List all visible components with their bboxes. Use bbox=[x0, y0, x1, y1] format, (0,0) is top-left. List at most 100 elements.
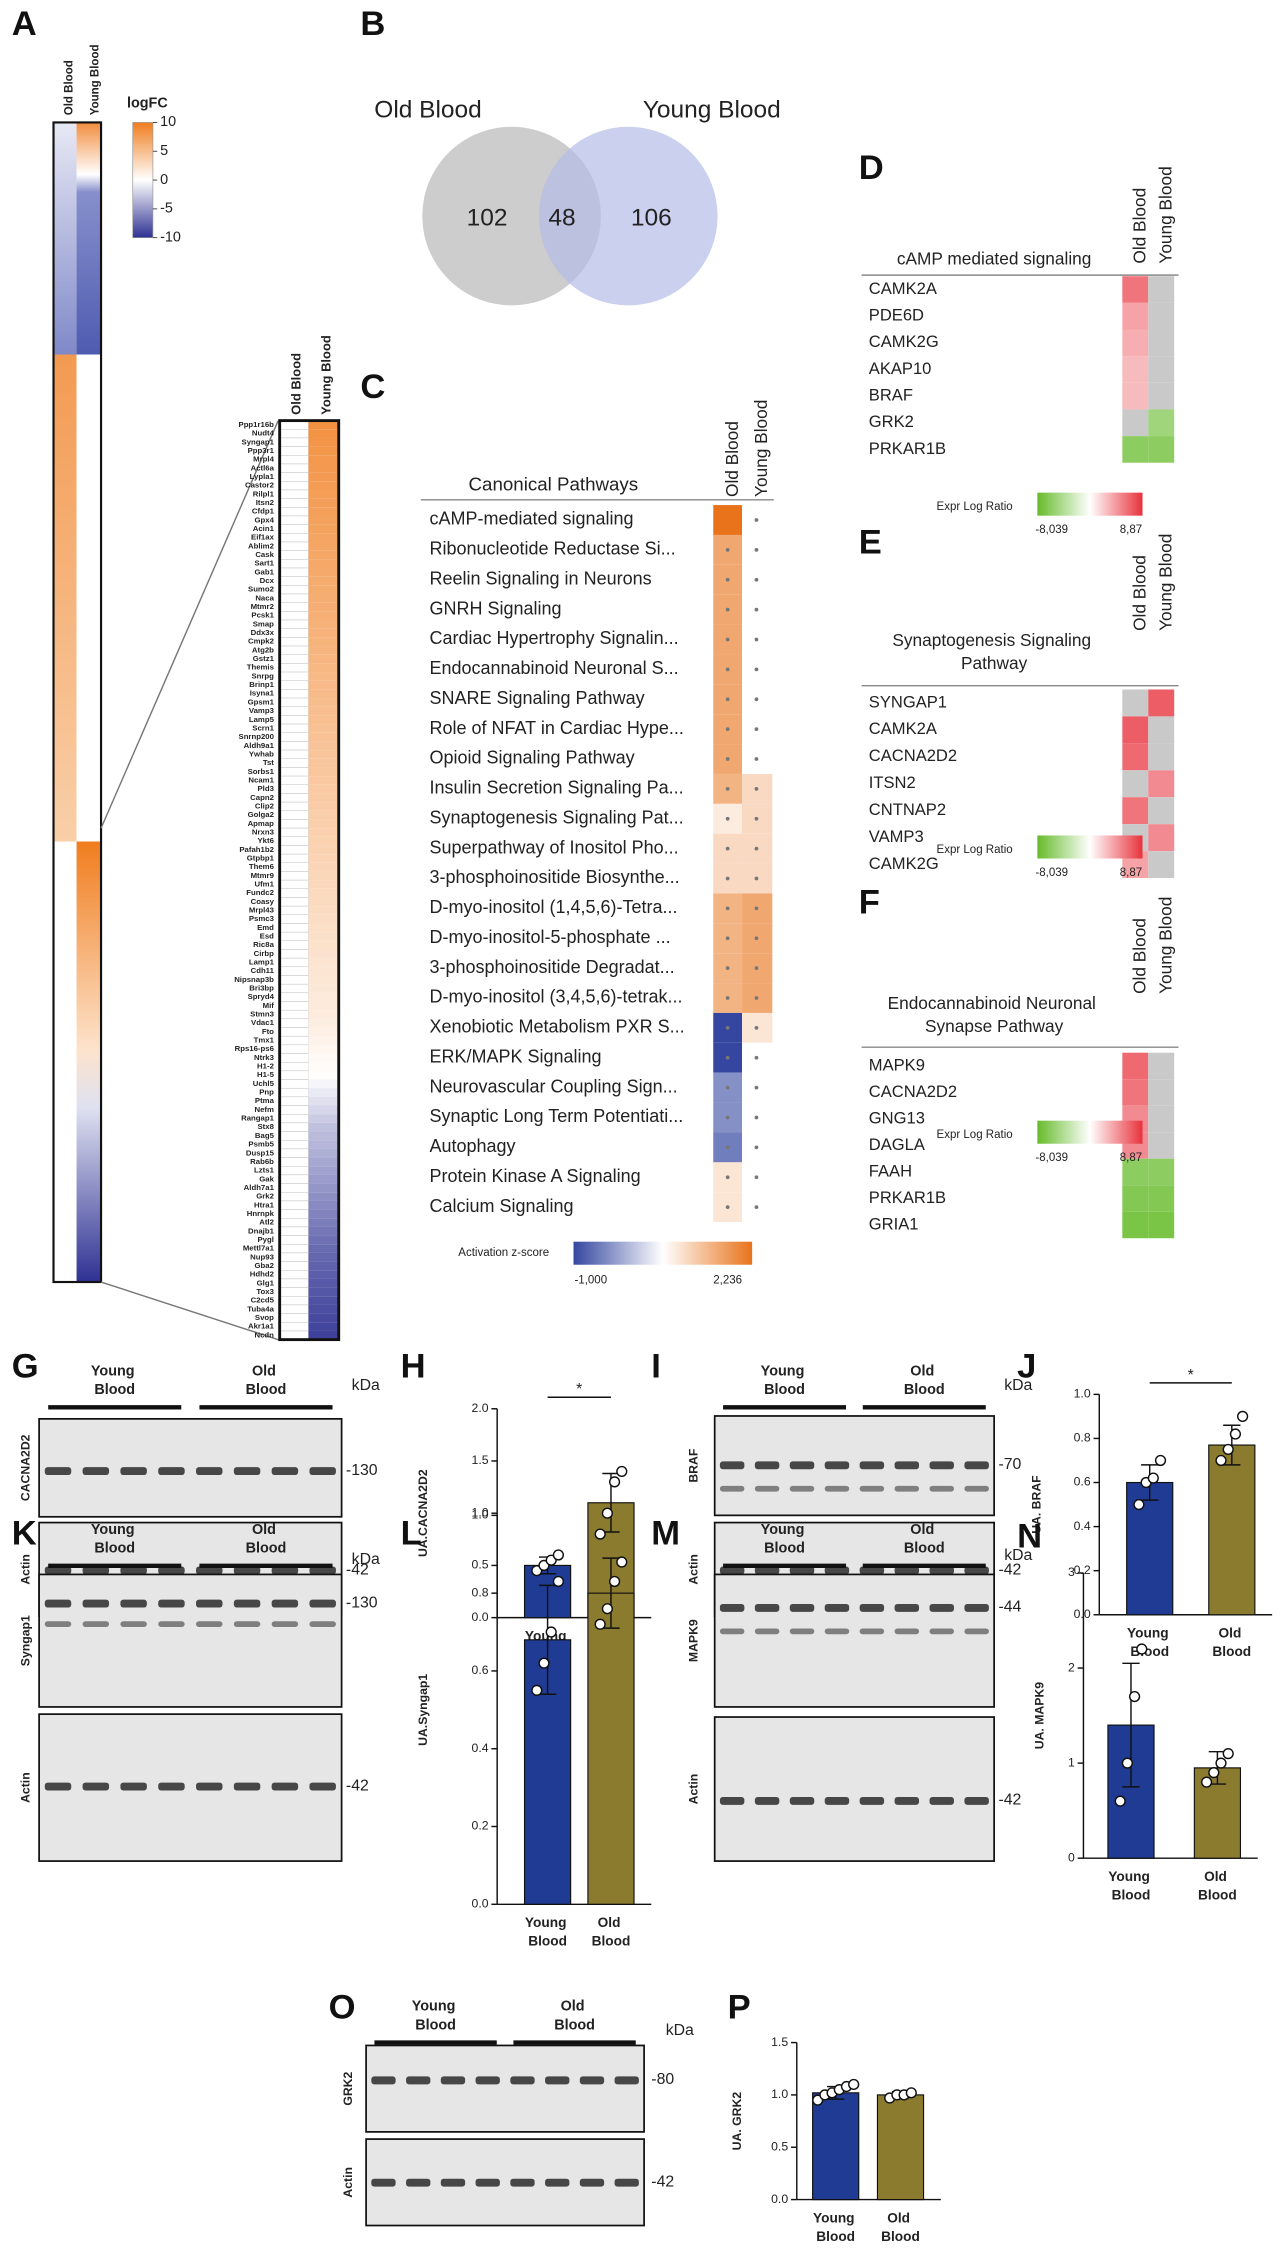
heat-cell bbox=[279, 550, 309, 560]
cell-dot bbox=[725, 607, 730, 612]
gene-name: CAMK2G bbox=[869, 332, 939, 351]
heat-cell bbox=[308, 940, 339, 950]
blot-band bbox=[754, 1566, 780, 1575]
overview-old-column bbox=[53, 122, 77, 1283]
legend-tick-label: 0 bbox=[160, 172, 168, 188]
heat-cell bbox=[279, 836, 309, 846]
table-title: Endocannabinoid Neuronal Synapse Pathway bbox=[888, 993, 1101, 1036]
cell-dot bbox=[725, 697, 730, 702]
heat-cell bbox=[279, 602, 309, 612]
y-tick-label: 1.0 bbox=[1074, 1387, 1091, 1401]
blot-band bbox=[964, 1461, 989, 1470]
data-point bbox=[1215, 1454, 1227, 1467]
heat-cell bbox=[308, 984, 339, 993]
heat-cell bbox=[279, 1313, 309, 1323]
venn-count: 102 bbox=[467, 204, 508, 231]
blot-band bbox=[44, 1621, 72, 1628]
blot-band bbox=[859, 1485, 885, 1492]
blot-band bbox=[929, 1796, 954, 1805]
gene-label: Ncdn bbox=[254, 1330, 274, 1339]
blot-band bbox=[754, 1603, 780, 1612]
heat-cell bbox=[1148, 276, 1175, 303]
gene-label: Nup93 bbox=[250, 1252, 274, 1261]
heat-cell bbox=[308, 758, 339, 768]
y-tick-label: 1.5 bbox=[472, 1453, 489, 1467]
blot-band bbox=[158, 1621, 185, 1628]
panel-letter: K bbox=[12, 1515, 37, 1553]
heat-cell bbox=[308, 1001, 339, 1011]
heat-cell bbox=[1122, 770, 1149, 798]
blot-band bbox=[545, 2076, 570, 2085]
heat-cell bbox=[279, 1044, 309, 1054]
y-tick-label: 1 bbox=[1068, 1755, 1075, 1769]
cell-dot bbox=[725, 1055, 730, 1060]
heat-cell bbox=[279, 732, 309, 742]
heat-cell bbox=[1122, 1079, 1149, 1106]
heat-cell bbox=[308, 576, 339, 586]
column-header: Young Blood bbox=[1156, 534, 1176, 631]
error-bar bbox=[538, 1584, 557, 1695]
blot-band bbox=[964, 1485, 989, 1492]
heat-cell bbox=[1122, 302, 1149, 330]
gene-label: Esd bbox=[260, 932, 274, 941]
blot-band bbox=[964, 1628, 989, 1635]
heat-cell bbox=[308, 1036, 339, 1045]
blot-band bbox=[158, 1599, 185, 1608]
blot-band bbox=[859, 1603, 885, 1612]
blot-band bbox=[475, 2076, 500, 2085]
blot-band bbox=[545, 2178, 570, 2187]
heat-cell bbox=[308, 1192, 339, 1201]
heat-cell bbox=[308, 923, 339, 933]
legend-tick-label: -5 bbox=[160, 201, 173, 217]
marker-label: -42 bbox=[651, 2173, 674, 2190]
heat-cell bbox=[279, 654, 309, 664]
pathway-name: Autophagy bbox=[429, 1136, 515, 1156]
heat-cell bbox=[279, 1053, 309, 1063]
protein-label: Actin bbox=[687, 1774, 701, 1805]
blot-band bbox=[754, 1485, 780, 1492]
blot-band bbox=[120, 1782, 147, 1791]
heat-cell bbox=[308, 897, 339, 907]
data-point bbox=[608, 1575, 621, 1588]
heat-cell bbox=[279, 619, 309, 629]
data-point bbox=[1222, 1443, 1234, 1456]
pathway-name: Ribonucleotide Reductase Si... bbox=[429, 539, 675, 559]
gene-name: CAMK2A bbox=[869, 719, 937, 738]
heat-cell bbox=[279, 593, 309, 603]
heat-cell bbox=[279, 697, 309, 707]
marker-label: -42 bbox=[346, 1777, 369, 1794]
heat-cell bbox=[308, 637, 339, 647]
heat-cell bbox=[279, 1218, 309, 1228]
marker-label: -44 bbox=[998, 1599, 1021, 1616]
blot-band bbox=[789, 1628, 815, 1635]
x-tick-label: Old Blood bbox=[881, 2210, 920, 2244]
heat-cell bbox=[1122, 1052, 1149, 1080]
heat-cell bbox=[308, 880, 339, 889]
heat-cell bbox=[279, 663, 309, 673]
y-tick-label: 0.2 bbox=[472, 1819, 489, 1833]
heat-cell bbox=[308, 498, 339, 508]
heat-cell bbox=[279, 1200, 309, 1210]
blot-membrane bbox=[365, 2044, 645, 2133]
legend-title: Expr Log Ratio bbox=[937, 844, 1013, 856]
pathway-name: Endocannabinoid Neuronal S... bbox=[429, 658, 678, 678]
heat-cell bbox=[279, 897, 309, 907]
gene-label: H1-2 bbox=[257, 1062, 275, 1071]
cell-dot bbox=[725, 846, 730, 851]
gene-name: ITSN2 bbox=[869, 773, 916, 792]
gene-label: Nudt4 bbox=[252, 429, 275, 438]
blot-band bbox=[824, 1485, 850, 1492]
data-point bbox=[616, 1556, 628, 1568]
x-tick-label: Young Blood bbox=[813, 2210, 858, 2244]
heat-cell bbox=[279, 983, 309, 994]
data-point bbox=[848, 2078, 860, 2091]
cell-dot bbox=[725, 816, 730, 821]
heat-cell bbox=[1148, 770, 1175, 798]
heat-cell bbox=[308, 819, 339, 829]
heat-cell bbox=[279, 715, 309, 725]
heat-cell bbox=[279, 689, 309, 699]
gene-label: Ufm1 bbox=[254, 880, 274, 889]
gene-label: Lamp1 bbox=[249, 958, 275, 967]
overview-frame bbox=[52, 121, 103, 1284]
table-title: cAMP mediated signaling bbox=[897, 248, 1092, 268]
